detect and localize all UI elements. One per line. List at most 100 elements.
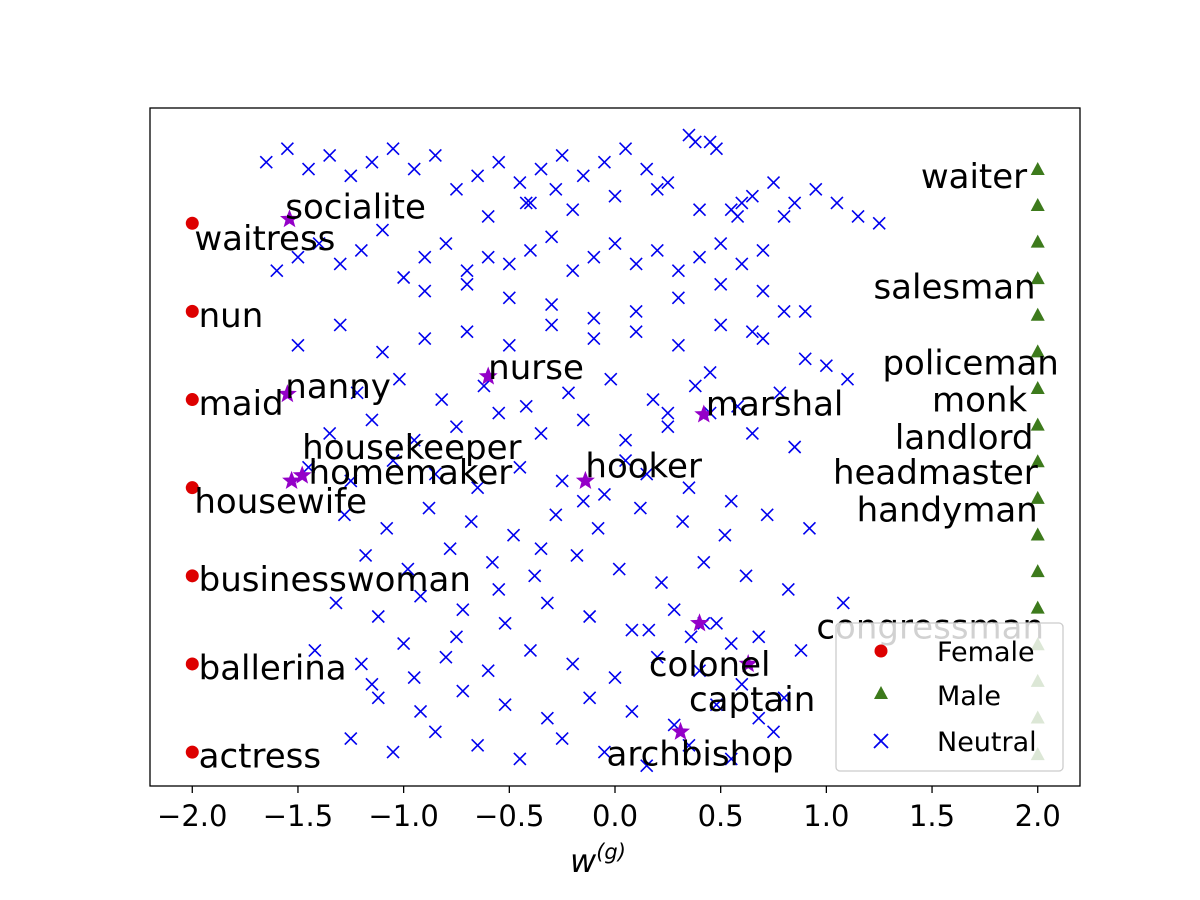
neutral-point <box>523 243 538 257</box>
neutral-point <box>777 304 791 318</box>
neutral-point <box>650 243 664 257</box>
neutral-point <box>597 487 611 502</box>
neutral-point <box>619 142 633 156</box>
neutral-point <box>714 237 728 251</box>
neutral-point <box>549 182 563 196</box>
female-point <box>185 216 199 230</box>
neutral-point <box>773 386 787 400</box>
neutral-point <box>692 203 707 217</box>
neutral-point <box>534 542 548 556</box>
neutral-point <box>344 169 358 183</box>
neutral-point <box>788 440 802 454</box>
neutral-point <box>608 237 622 251</box>
female-point <box>185 481 199 495</box>
neutral-point <box>312 237 326 251</box>
neutral-point <box>460 277 474 291</box>
neutral-point <box>714 318 728 332</box>
word-label: homemaker <box>309 453 513 493</box>
neutral-point <box>676 515 690 529</box>
neutral-point <box>756 331 770 346</box>
neutral-point <box>692 250 707 264</box>
neutral-point <box>752 630 766 644</box>
neutral-point <box>375 223 390 237</box>
neutral-point <box>587 250 601 264</box>
neutral-point <box>608 670 622 685</box>
neutral-point <box>407 670 421 685</box>
word-label: handyman <box>857 490 1038 530</box>
neutral-point <box>661 420 675 434</box>
x-tick-label: 2.0 <box>1015 799 1061 833</box>
neutral-point <box>555 148 569 163</box>
neutral-point <box>323 426 337 441</box>
neutral-point <box>460 264 474 278</box>
word-label: maid <box>199 384 284 424</box>
neutral-point <box>540 596 554 610</box>
neutral-point <box>492 406 506 420</box>
neutral-point <box>375 345 390 359</box>
neutral-point <box>456 603 470 617</box>
x-tick-label: −2.0 <box>157 799 227 833</box>
neutral-point <box>566 657 580 671</box>
neutral-point <box>413 589 428 603</box>
neutral-point <box>359 548 373 563</box>
neutral-point <box>418 284 432 298</box>
neutral-point <box>640 467 654 481</box>
male-point <box>1030 490 1045 504</box>
neutral-point <box>745 426 759 441</box>
neutral-point <box>471 169 485 183</box>
neutral-point <box>760 508 774 522</box>
word-label: colonel <box>649 645 771 685</box>
neutral-point <box>371 691 385 705</box>
neutral-point <box>566 264 580 278</box>
neutral-point <box>337 508 352 522</box>
female-points <box>185 216 199 759</box>
highlighted-points <box>277 209 758 740</box>
neutral-point <box>709 142 724 156</box>
neutral-point <box>513 176 527 190</box>
female-point <box>185 745 199 759</box>
x-tick-label: −1.0 <box>368 799 438 833</box>
neutral-point <box>354 243 368 257</box>
neutral-point <box>830 196 844 210</box>
neutral-point <box>794 643 808 657</box>
highlighted-point <box>282 470 302 489</box>
neutral-point <box>397 637 411 651</box>
female-point <box>185 569 199 583</box>
neutral-point <box>333 257 347 271</box>
neutral-point <box>301 460 316 474</box>
neutral-point <box>597 155 611 169</box>
neutral-points <box>259 128 886 773</box>
neutral-point <box>640 162 654 176</box>
neutral-point <box>460 325 474 339</box>
neutral-point <box>788 196 802 210</box>
neutral-point <box>570 548 584 563</box>
word-label: nun <box>199 296 264 336</box>
neutral-point <box>688 135 702 149</box>
neutral-point <box>661 176 675 190</box>
neutral-point <box>642 623 656 637</box>
neutral-point <box>344 474 358 488</box>
neutral-point <box>714 277 728 291</box>
male-point <box>1030 417 1045 431</box>
neutral-point <box>523 196 538 210</box>
word-label: ballerina <box>199 648 347 688</box>
neutral-point <box>555 731 569 746</box>
neutral-point <box>840 372 855 386</box>
neutral-point <box>587 331 601 346</box>
neutral-point <box>650 182 664 196</box>
highlighted-point <box>280 209 299 228</box>
neutral-point <box>684 630 698 644</box>
neutral-point <box>519 399 533 413</box>
neutral-point <box>798 352 812 366</box>
neutral-point <box>428 725 442 739</box>
neutral-point <box>371 609 385 624</box>
word-label: salesman <box>873 267 1035 307</box>
neutral-point <box>545 230 559 244</box>
neutral-point <box>633 501 647 515</box>
neutral-point <box>629 304 643 318</box>
neutral-point <box>418 331 432 346</box>
neutral-point <box>671 291 685 305</box>
neutral-point <box>809 182 823 196</box>
neutral-point <box>851 209 865 224</box>
